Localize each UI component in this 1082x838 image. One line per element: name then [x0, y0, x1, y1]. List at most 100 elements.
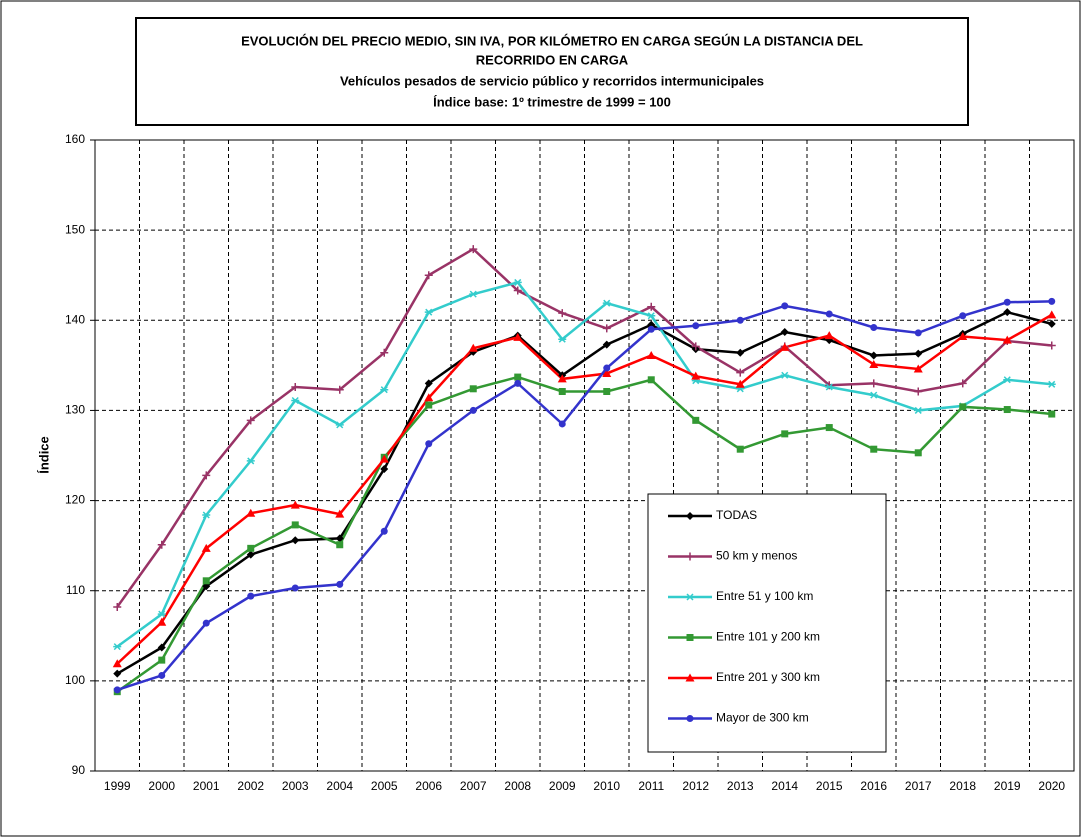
x-tick-label: 2007: [460, 779, 487, 793]
legend-label: Entre 101 y 200 km: [716, 630, 820, 644]
y-tick-label: 160: [65, 132, 85, 146]
y-axis-label: Índice: [36, 436, 51, 474]
y-tick-label: 90: [72, 763, 86, 777]
x-tick-label: 2004: [326, 779, 353, 793]
marker: [468, 343, 478, 352]
x-tick-label: 2020: [1038, 779, 1065, 793]
marker: [246, 457, 255, 465]
marker: [113, 669, 122, 678]
marker: [113, 643, 122, 651]
marker: [113, 602, 122, 611]
marker: [157, 540, 166, 549]
marker: [513, 286, 522, 295]
marker: [469, 290, 478, 298]
chart-subtitle: Índice base: 1º trimestre de 1999 = 100: [433, 94, 671, 109]
marker: [686, 634, 694, 641]
marker: [914, 449, 922, 457]
marker: [736, 445, 744, 453]
marker: [246, 550, 255, 559]
series-line: [116, 313, 1053, 665]
marker: [380, 527, 388, 535]
marker: [1002, 335, 1012, 344]
marker: [914, 406, 923, 414]
marker: [246, 508, 256, 517]
marker: [335, 509, 345, 518]
marker: [514, 373, 522, 381]
x-tick-label: 2012: [682, 779, 709, 793]
marker: [781, 430, 789, 438]
series-line: [116, 281, 1052, 648]
chart-title: EVOLUCIÓN DEL PRECIO MEDIO, SIN IVA, POR…: [241, 33, 863, 48]
marker: [335, 385, 344, 394]
marker: [647, 312, 656, 320]
series-line: [116, 300, 1052, 692]
y-tick-label: 150: [65, 222, 85, 236]
legend-box: [647, 493, 887, 753]
marker: [1048, 297, 1056, 305]
marker: [158, 671, 166, 679]
marker: [691, 371, 701, 380]
marker: [603, 364, 611, 372]
x-tick-label: 2001: [193, 779, 220, 793]
marker: [781, 302, 789, 310]
x-tick-label: 2019: [994, 779, 1021, 793]
marker: [424, 271, 433, 280]
marker: [1003, 406, 1011, 414]
marker: [869, 351, 878, 360]
marker: [959, 312, 967, 320]
marker: [201, 543, 211, 552]
marker: [1047, 319, 1056, 328]
marker: [647, 302, 656, 311]
marker: [291, 396, 300, 405]
marker: [780, 371, 789, 379]
marker: [157, 643, 166, 652]
marker: [869, 391, 878, 399]
marker: [691, 342, 700, 351]
marker: [1047, 310, 1057, 319]
marker: [602, 324, 611, 333]
marker: [424, 393, 434, 402]
legend-label: TODAS: [716, 508, 757, 522]
marker: [1003, 298, 1011, 306]
x-tick-label: 2017: [905, 779, 932, 793]
marker: [692, 322, 700, 330]
marker: [380, 465, 389, 474]
marker: [1047, 380, 1056, 388]
marker: [913, 364, 923, 373]
series-line: [116, 375, 1052, 693]
x-tick-label: 2005: [371, 779, 398, 793]
x-tick-label: 2000: [148, 779, 175, 793]
marker: [958, 379, 967, 388]
marker: [424, 379, 433, 388]
marker: [202, 471, 211, 480]
marker: [1003, 376, 1012, 384]
marker: [870, 323, 878, 331]
x-tick-label: 2003: [282, 779, 309, 793]
x-tick-label: 2011: [638, 779, 664, 793]
x-tick-label: 2015: [816, 779, 843, 793]
marker: [780, 328, 789, 337]
marker: [1003, 308, 1012, 317]
marker: [291, 521, 299, 529]
x-tick-label: 2016: [860, 779, 887, 793]
marker: [469, 406, 477, 414]
marker: [247, 592, 255, 600]
marker: [870, 445, 878, 453]
marker: [558, 335, 567, 343]
marker: [380, 348, 389, 357]
marker: [202, 619, 210, 627]
marker: [291, 382, 300, 391]
marker: [558, 387, 566, 395]
series-line: [116, 310, 1053, 675]
marker: [825, 424, 833, 432]
marker: [469, 245, 478, 254]
marker: [558, 309, 567, 318]
marker: [686, 552, 694, 561]
marker: [959, 403, 967, 411]
y-tick-label: 110: [66, 583, 85, 597]
marker: [425, 440, 433, 448]
x-tick-label: 2013: [727, 779, 754, 793]
marker: [291, 584, 299, 592]
marker: [336, 541, 344, 549]
